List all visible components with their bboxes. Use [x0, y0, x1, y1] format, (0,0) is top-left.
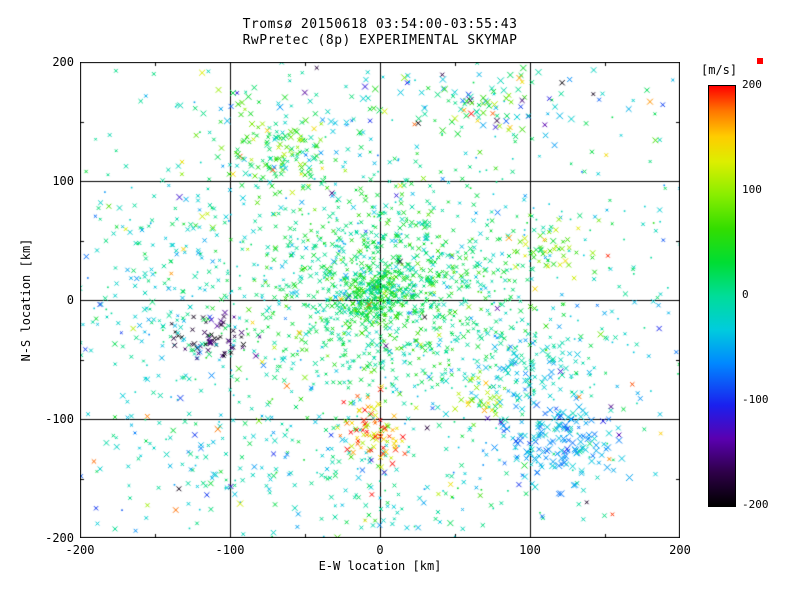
plot-title: Tromsø 20150618 03:54:00-03:55:43 — [242, 17, 518, 32]
y-axis-label: N-S location [km] — [19, 238, 33, 362]
colorbar-tick-label: 100 — [742, 183, 762, 196]
y-tick-label: -100 — [45, 412, 74, 426]
colorbar-tick-label: 0 — [742, 288, 749, 301]
scatter-plot-canvas — [80, 62, 680, 538]
y-tick-label: 200 — [52, 55, 74, 69]
x-tick-label: 200 — [669, 543, 691, 557]
y-tick-label: 100 — [52, 174, 74, 188]
colorbar-tick-label: -200 — [742, 498, 769, 511]
y-tick-label: -200 — [45, 531, 74, 545]
red-square-marker — [757, 58, 763, 64]
colorbar-gradient — [708, 85, 736, 507]
colorbar-unit-label: [m/s] — [701, 63, 738, 77]
x-tick-label: -200 — [65, 543, 95, 557]
x-axis-label: E-W location [km] — [318, 559, 442, 573]
x-tick-label: 100 — [519, 543, 541, 557]
colorbar-tick-label: -100 — [742, 393, 769, 406]
x-tick-label: -100 — [215, 543, 245, 557]
x-tick-label: 0 — [376, 543, 384, 557]
y-tick-label: 0 — [66, 293, 74, 307]
plot-subtitle: RwPretec (8p) EXPERIMENTAL SKYMAP — [242, 33, 518, 48]
colorbar-tick-label: 200 — [742, 78, 762, 91]
